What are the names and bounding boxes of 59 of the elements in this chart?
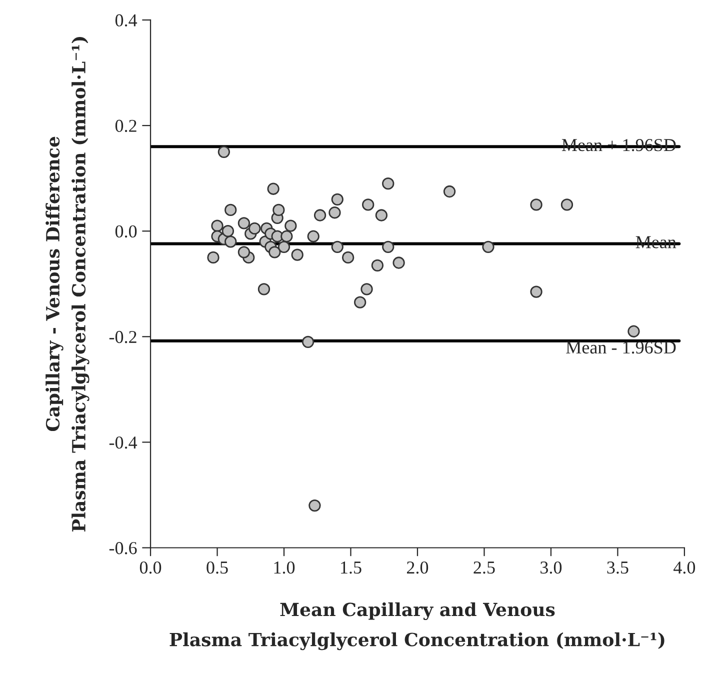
point [224, 204, 237, 216]
x-tick-label: 1.0 [274, 561, 295, 574]
point [314, 209, 326, 222]
x-tick-label: 4.0 [674, 561, 696, 574]
point [392, 256, 405, 269]
x-tick-label: 3.5 [607, 562, 628, 574]
point [272, 204, 285, 216]
y-tick-label: -0.4 [109, 436, 138, 449]
point [218, 146, 230, 158]
point [382, 178, 394, 190]
x-tick-label: 2.0 [406, 561, 428, 574]
point [278, 240, 290, 253]
point [382, 240, 394, 253]
point [238, 217, 250, 230]
point [224, 236, 237, 248]
point [530, 198, 542, 211]
point [238, 246, 250, 258]
ref-line-label: Mean + 1.96SD [562, 139, 676, 152]
point [371, 259, 384, 272]
point [342, 251, 354, 264]
point [267, 182, 280, 195]
point [258, 283, 270, 296]
point [331, 193, 344, 206]
y-axis-title: Capillary - Venous Difference Plasma Triacylglycerol Concentration (mmol·L⁻¹) [46, 37, 90, 532]
point [331, 240, 344, 253]
point [328, 206, 341, 219]
x-tick-label: 2.5 [474, 562, 495, 574]
point [291, 248, 304, 261]
point [560, 198, 574, 211]
ref-line-label: Mean - 1.96SD [566, 341, 676, 354]
point [268, 246, 281, 258]
x-tick-label: 0.0 [140, 561, 162, 574]
point [628, 325, 640, 338]
point [362, 198, 374, 211]
point [443, 185, 456, 198]
point [222, 225, 234, 238]
point [280, 230, 293, 242]
point [307, 230, 320, 242]
y-tick-label: 0.0 [115, 225, 137, 238]
point [482, 240, 494, 253]
point [211, 220, 224, 232]
point [302, 336, 314, 348]
y-tick-label: -0.2 [109, 330, 136, 344]
point [375, 209, 388, 222]
point [360, 283, 373, 296]
y-tick-label: 0.4 [115, 14, 138, 26]
y-tick-label: 0.2 [115, 120, 136, 132]
point [308, 499, 321, 512]
x-tick-label: 1.5 [341, 562, 362, 574]
ref-line-label: Mean [636, 236, 676, 248]
x-tick-label: 3.0 [540, 561, 562, 574]
point [207, 251, 220, 264]
point [530, 286, 542, 298]
point [248, 222, 261, 235]
y-tick-label: -0.6 [109, 542, 137, 554]
x-tick-label: 0.5 [206, 561, 228, 574]
x-axis-title: Mean Capillary and Venous Plasma Triacylglycerol Concentration (mmol·L⁻¹) [170, 602, 664, 650]
point [354, 296, 366, 308]
point [284, 220, 297, 232]
